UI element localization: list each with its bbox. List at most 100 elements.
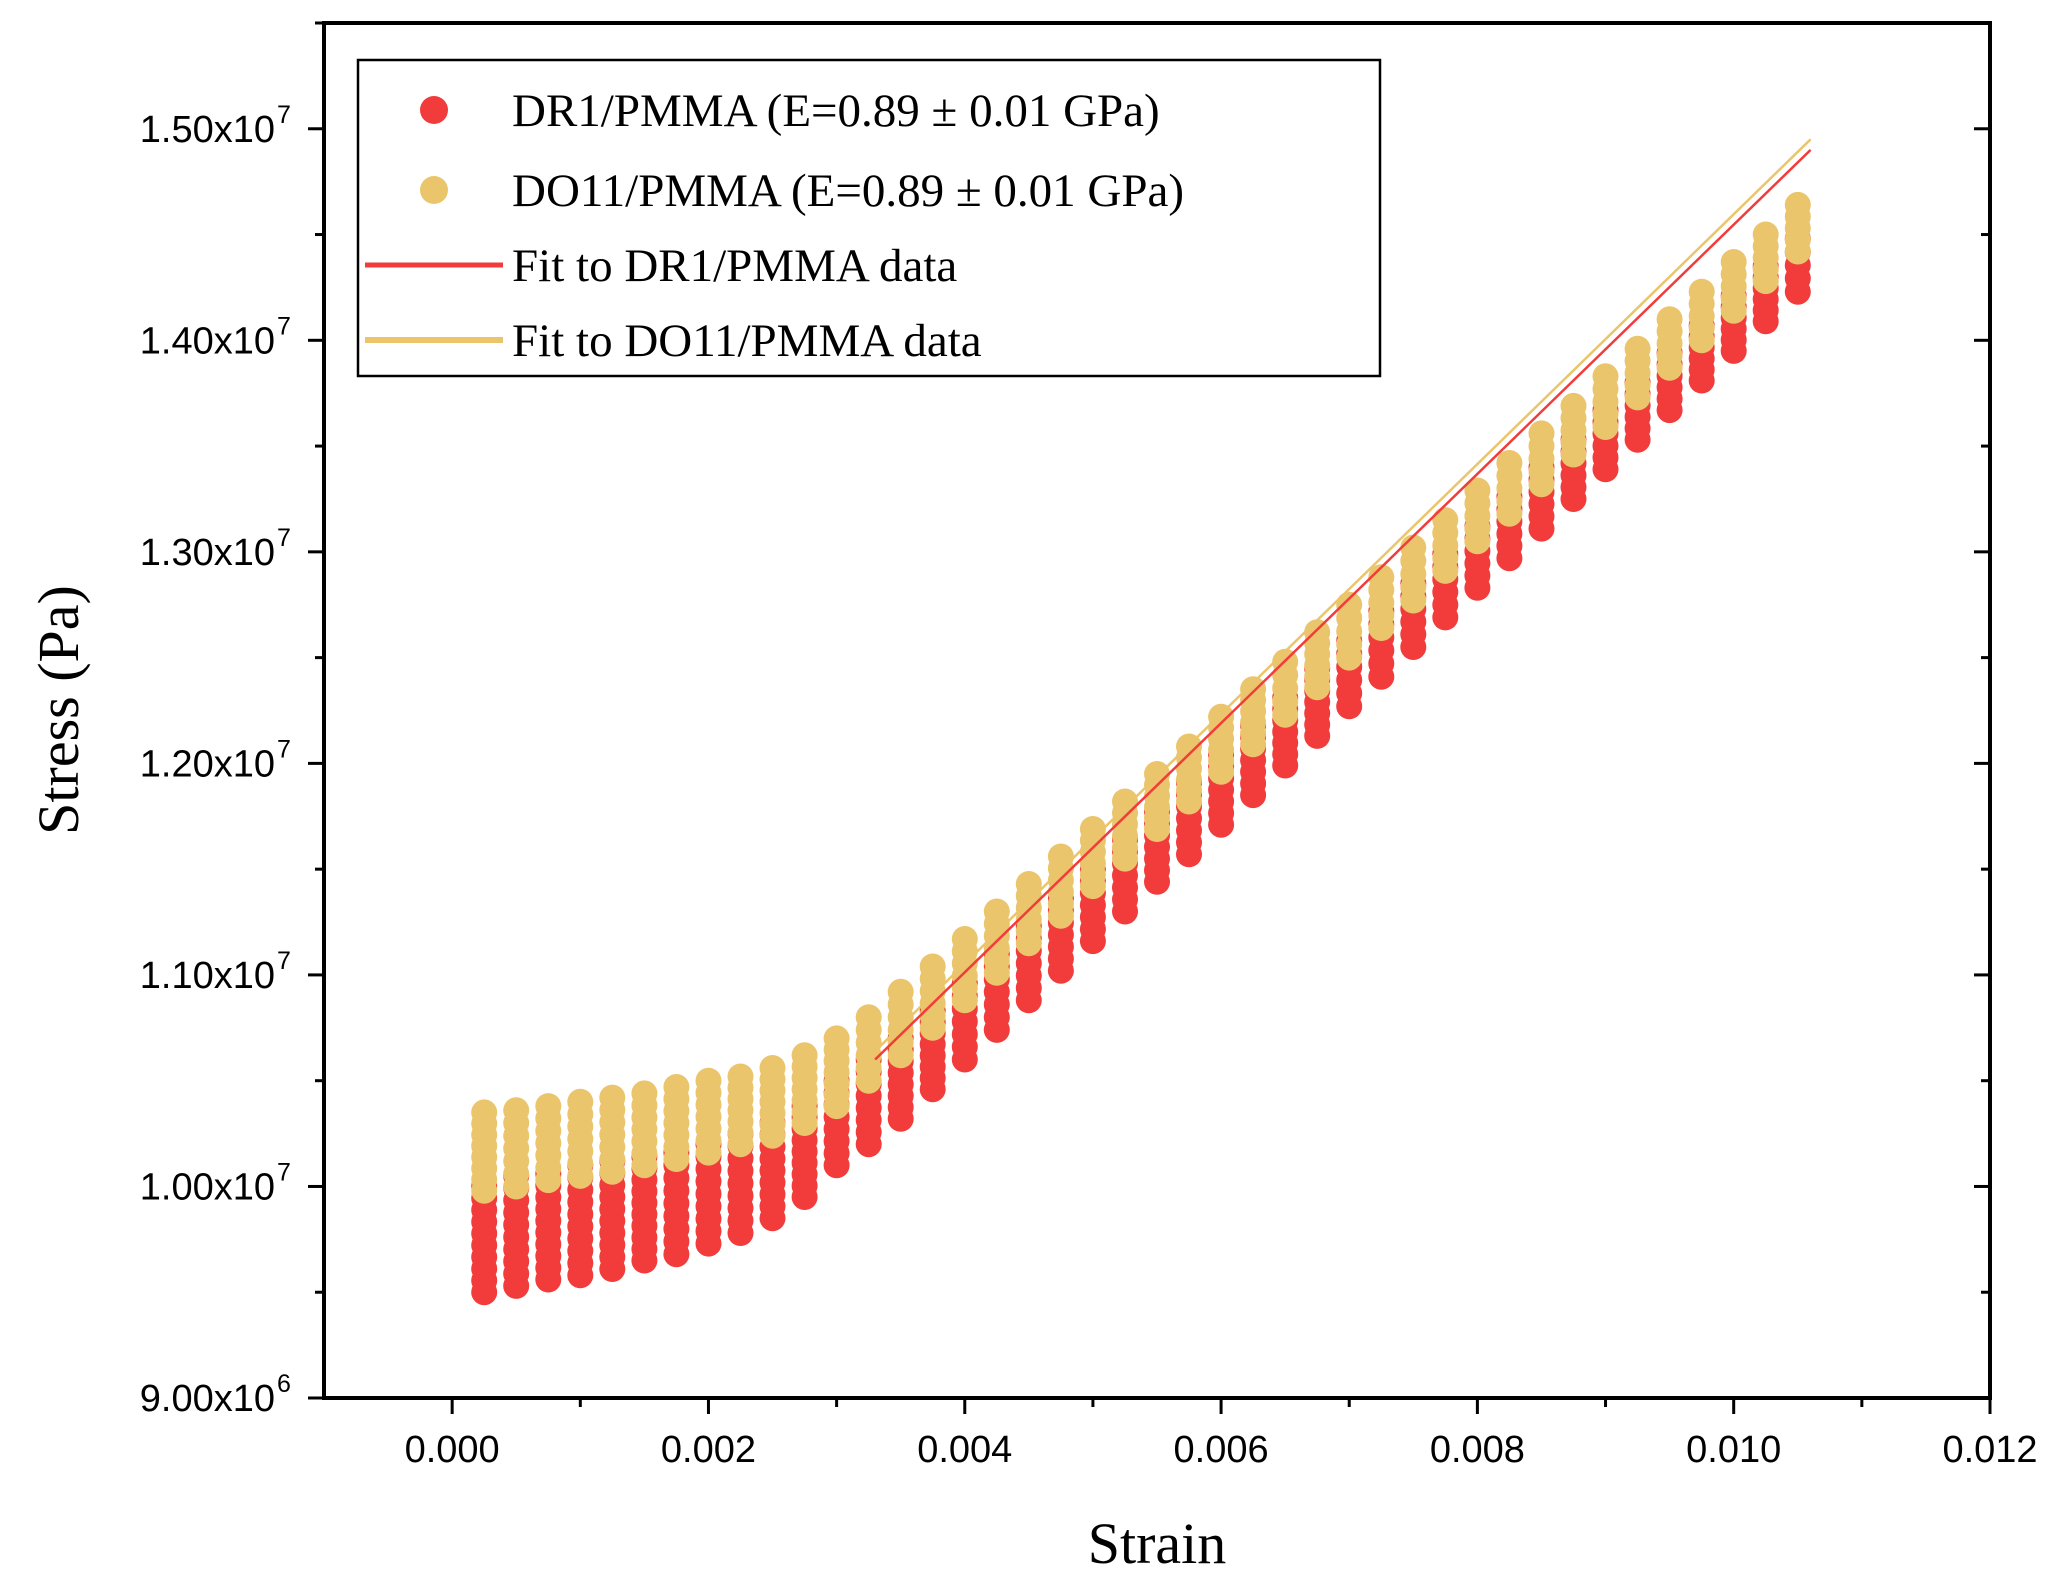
do11-data-point	[1400, 587, 1427, 614]
do11-data-point	[887, 1042, 914, 1069]
do11-data-point	[1720, 297, 1747, 324]
dr1-data-point	[1336, 693, 1363, 720]
dr1-data-point	[887, 1105, 914, 1132]
x-axis-title: Strain	[1088, 1511, 1227, 1576]
do11-data-point	[1336, 644, 1363, 671]
do11-data-point	[1688, 327, 1715, 354]
do11-data-point	[983, 959, 1010, 986]
y-tick-exponent: 7	[277, 1158, 291, 1186]
dr1-data-point	[759, 1205, 786, 1232]
dr1-fit-line	[874, 149, 1812, 1061]
legend-label-dr1: DR1/PMMA (E=0.89 ± 0.01 GPa)	[512, 85, 1160, 137]
do11-data-point	[1272, 701, 1299, 728]
do11-data-point	[695, 1139, 722, 1166]
do11-data-point	[823, 1093, 850, 1120]
dr1-data-point	[1528, 515, 1555, 542]
dr1-data-point	[503, 1272, 530, 1299]
dr1-data-point	[1464, 574, 1491, 601]
dr1-data-point	[1015, 987, 1042, 1014]
dr1-data-point	[1208, 811, 1235, 838]
x-tick-label: 0.006	[1174, 1429, 1269, 1471]
dr1-data-point	[471, 1279, 498, 1306]
dr1-data-point	[567, 1262, 594, 1289]
do11-data-point	[919, 1014, 946, 1041]
y-tick-exponent: 7	[277, 947, 291, 975]
x-tick-label: 0.004	[917, 1429, 1012, 1471]
do11-data-point	[663, 1146, 690, 1172]
tick-labels: 0.000 0.002 0.004 0.006 0.008 0.010 0.012 9.00x…	[140, 101, 2038, 1471]
do11-data-point	[1176, 788, 1202, 815]
y-tick-label: 1.20x10	[140, 743, 275, 785]
do11-data-point	[759, 1122, 786, 1149]
do11-data-point	[1656, 354, 1683, 381]
do11-data-point	[1047, 902, 1074, 929]
x-tick-label: 0.002	[661, 1429, 756, 1471]
dr1-data-point	[1624, 426, 1651, 453]
y-tick-label: 1.10x10	[140, 955, 275, 997]
do11-data-point	[1368, 615, 1395, 641]
dr1-data-point	[1688, 367, 1715, 394]
dr1-data-point	[1304, 722, 1331, 749]
fit-lines-layer	[874, 138, 1812, 1061]
dr1-data-point	[1784, 278, 1811, 305]
do11-data-point	[855, 1067, 882, 1094]
y-tick-exponent: 7	[277, 312, 291, 340]
do11-data-point	[951, 987, 978, 1014]
do11-data-point	[1528, 471, 1555, 498]
dr1-data-point	[1272, 752, 1299, 779]
dr1-data-point	[1592, 456, 1619, 483]
x-tick-label: 0.012	[1942, 1429, 2037, 1471]
dr1-data-point	[919, 1076, 946, 1103]
dr1-data-point	[983, 1016, 1010, 1043]
do11-data-point	[535, 1167, 562, 1194]
dr1-data-point	[1656, 397, 1683, 424]
dr1-data-point	[663, 1241, 690, 1268]
do11-data-point	[1624, 384, 1651, 411]
y-tick-label: 1.30x10	[140, 532, 275, 574]
dr1-data-point	[855, 1131, 882, 1158]
dr1-data-point	[1400, 634, 1427, 660]
dr1-data-point	[631, 1247, 658, 1274]
legend-label-do11: DO11/PMMA (E=0.89 ± 0.01 GPa)	[512, 165, 1184, 217]
legend-marker-dr1	[420, 96, 448, 124]
do11-data-point	[1240, 731, 1267, 758]
dr1-data-point	[1047, 957, 1074, 984]
do11-data-point	[503, 1173, 530, 1200]
dr1-data-point	[1432, 604, 1459, 631]
axis-ticks	[308, 21, 1992, 1414]
dr1-data-point	[1368, 663, 1395, 690]
do11-data-point	[791, 1110, 818, 1136]
y-tick-label: 1.50x10	[140, 109, 275, 151]
do11-data-point	[1752, 268, 1779, 295]
y-tick-exponent: 7	[277, 524, 291, 552]
legend-label-do11-fit: Fit to DO11/PMMA data	[512, 315, 982, 367]
y-axis-title: Stress (Pa)	[26, 585, 91, 835]
do11-data-point	[1144, 816, 1170, 842]
y-tick-label: 1.00x10	[140, 1166, 275, 1208]
x-tick-label: 0.010	[1686, 1429, 1781, 1471]
dr1-data-point	[1176, 841, 1202, 868]
dr1-data-point	[535, 1266, 562, 1293]
do11-data-point	[1015, 930, 1042, 957]
do11-data-point	[1592, 414, 1619, 440]
do11-data-point	[631, 1152, 658, 1179]
dr1-data-point	[1079, 928, 1106, 955]
dr1-data-point	[1720, 337, 1747, 364]
legend-label-dr1-fit: Fit to DR1/PMMA data	[512, 240, 957, 292]
do11-fit-line	[874, 138, 1812, 1052]
do11-data-point	[1304, 674, 1331, 701]
dr1-data-point	[599, 1256, 626, 1282]
dr1-data-point	[823, 1152, 850, 1179]
y-tick-exponent: 7	[277, 735, 291, 763]
y-tick-exponent: 7	[277, 101, 291, 129]
y-tick-exponent: 6	[277, 1370, 291, 1398]
do11-data-point	[599, 1158, 626, 1185]
dr1-data-point	[727, 1220, 754, 1246]
do11-data-point	[1560, 441, 1587, 468]
do11-data-point	[1112, 845, 1138, 872]
do11-data-point	[1464, 528, 1491, 555]
dr1-data-point	[1496, 545, 1523, 572]
y-tick-label: 9.00x10	[140, 1378, 275, 1420]
do11-data-point	[1496, 500, 1523, 527]
legend-marker-do11	[420, 176, 448, 204]
